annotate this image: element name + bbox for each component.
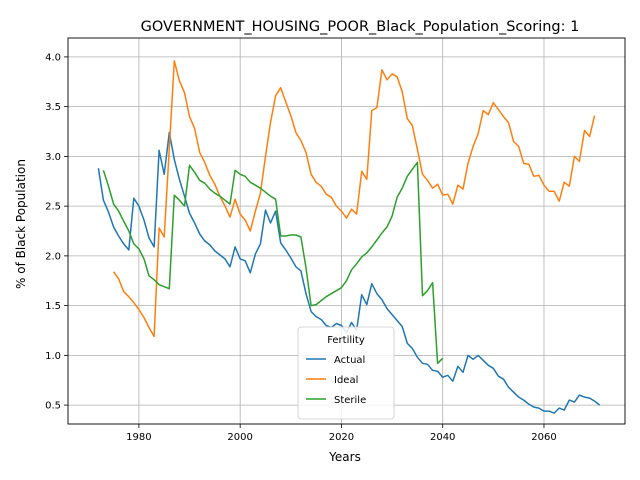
y-tick-label: 0.5	[45, 401, 61, 412]
grid	[68, 38, 625, 424]
y-tick-label: 3.0	[45, 152, 61, 163]
x-tick-label: 1980	[126, 432, 151, 443]
y-axis-label: % of Black Population	[14, 159, 28, 289]
legend-label-sterile: Sterile	[334, 395, 366, 406]
legend-label-ideal: Ideal	[334, 375, 358, 386]
y-axis-ticks: 0.5 1.0 1.5 2.0 2.5 3.0 3.5 4.0	[45, 52, 68, 412]
legend-label-actual: Actual	[334, 355, 365, 366]
plot-frame	[67, 37, 626, 425]
y-tick-label: 2.0	[45, 251, 61, 262]
y-tick-label: 4.0	[45, 52, 61, 63]
y-tick-label: 3.5	[45, 102, 61, 113]
x-axis-label: Years	[328, 450, 361, 464]
y-tick-label: 2.5	[45, 202, 61, 213]
x-tick-label: 2020	[329, 432, 354, 443]
x-tick-label: 2000	[227, 432, 252, 443]
series-line-sterile	[102, 161, 444, 365]
x-tick-label: 2060	[531, 432, 556, 443]
legend: Fertility Actual Ideal Sterile	[297, 326, 395, 420]
chart-title: GOVERNMENT_HOUSING_POOR_Black_Population…	[141, 19, 580, 35]
legend-title: Fertility	[327, 335, 365, 346]
x-axis-ticks: 1980 2000 2020 2040 2060	[126, 424, 557, 443]
x-tick-label: 2040	[430, 432, 455, 443]
y-tick-label: 1.5	[45, 301, 61, 312]
series-line-ideal	[112, 60, 596, 338]
legend-box	[297, 326, 395, 420]
y-tick-label: 1.0	[45, 351, 61, 362]
